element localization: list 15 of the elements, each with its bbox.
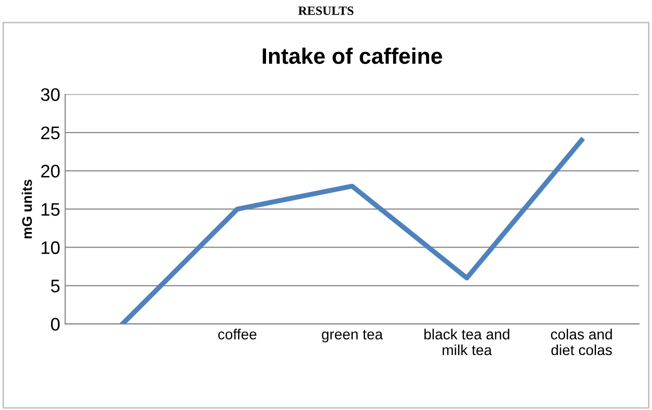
x-tick-label: colas and diet colas <box>550 328 612 356</box>
y-tick-label: 15 <box>42 203 60 216</box>
x-tick-label: coffee <box>218 328 256 340</box>
y-tick-label: 20 <box>41 164 60 178</box>
y-tick-label: 0 <box>51 318 60 331</box>
x-tick-label: green tea <box>322 330 383 342</box>
x-tick-label: black tea and milk tea <box>424 328 510 356</box>
y-tick-label: 10 <box>42 241 60 254</box>
text: RESULTS <box>298 6 354 15</box>
y-axis-title: mG units <box>22 180 32 238</box>
y-tick-label: 30 <box>40 88 60 102</box>
y-tick-label: 5 <box>51 280 60 292</box>
line-series <box>120 138 584 324</box>
chart-title: Intake of caffeine <box>262 48 442 64</box>
y-tick-label: 25 <box>41 126 60 140</box>
